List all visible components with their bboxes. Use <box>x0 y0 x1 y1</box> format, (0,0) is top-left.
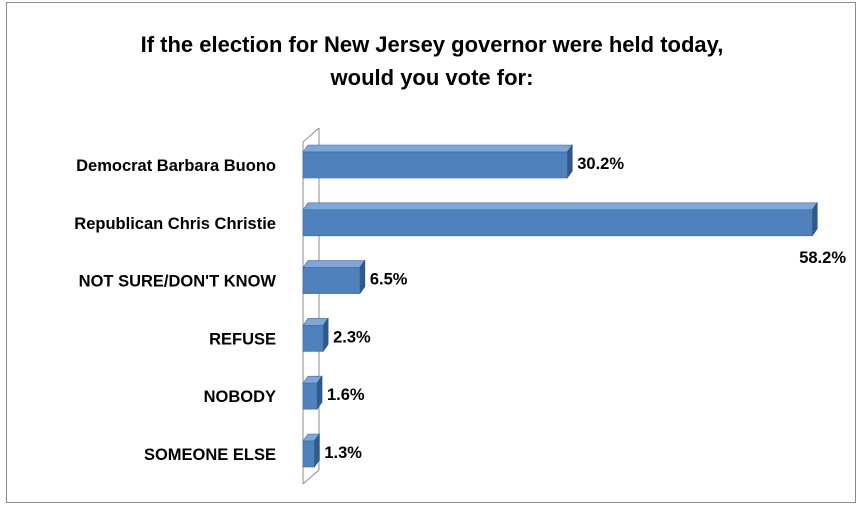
value-label-5: 1.3% <box>324 444 362 462</box>
bar-4 <box>302 375 323 411</box>
category-label-1: Republican Chris Christie <box>74 215 276 233</box>
bar-1 <box>302 201 818 237</box>
bar-top-face <box>302 260 366 268</box>
chart-title-line-1: If the election for New Jersey governor … <box>140 32 724 57</box>
value-label-1: 58.2% <box>799 249 846 267</box>
bar-top-face <box>302 144 573 153</box>
bar-front-face <box>302 151 568 179</box>
bar-front-face <box>302 325 324 352</box>
bar-0 <box>302 144 573 179</box>
bar-5 <box>302 433 320 468</box>
category-label-5: SOMEONE ELSE <box>144 446 276 464</box>
value-label-0: 30.2% <box>577 155 624 173</box>
value-label-4: 1.6% <box>327 386 365 404</box>
category-labels: Democrat Barbara Buono Republican Chris C… <box>74 157 276 464</box>
category-label-0: Democrat Barbara Buono <box>76 157 276 175</box>
axis-top-edge <box>302 127 320 143</box>
bar-front-face <box>302 209 813 237</box>
chart-frame <box>6 2 856 503</box>
category-label-3: REFUSE <box>209 330 276 348</box>
value-label-3: 2.3% <box>333 328 371 346</box>
axis-bottom-edge <box>302 469 320 485</box>
bar-front-face <box>302 440 315 468</box>
bar-front-face <box>302 382 318 410</box>
bars <box>302 144 818 468</box>
bar-top-face <box>302 202 818 211</box>
bar-front-face <box>302 267 361 294</box>
category-label-4: NOBODY <box>204 388 276 406</box>
chart-title-line-2: would you vote for: <box>330 65 534 90</box>
chart-title: If the election for New Jersey governor … <box>0 28 864 94</box>
axis-wall <box>302 127 320 485</box>
value-labels: 30.2% 58.2% 6.5% 2.3% 1.6% 1.3% <box>324 155 846 462</box>
bar-3 <box>302 317 329 353</box>
category-label-2: NOT SURE/DON'T KNOW <box>79 273 277 291</box>
bar-2 <box>302 259 366 295</box>
value-label-2: 6.5% <box>370 271 408 289</box>
